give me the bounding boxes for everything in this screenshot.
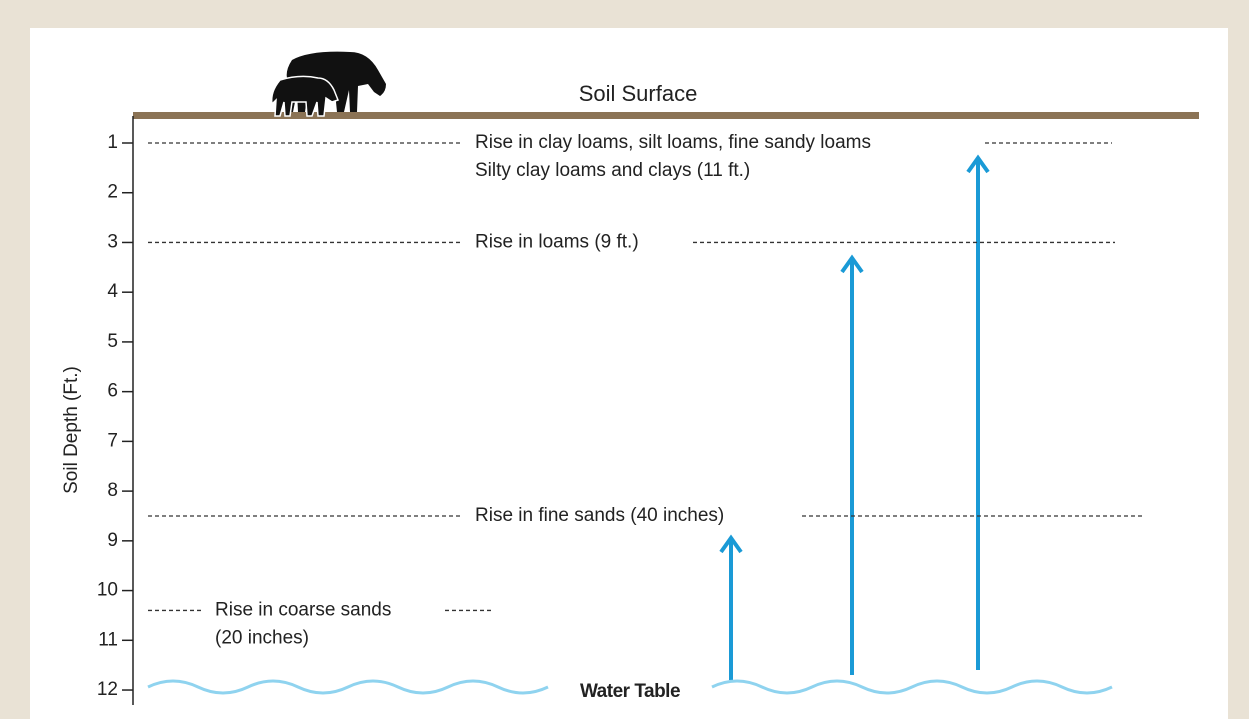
- tick-label: 11: [98, 629, 118, 650]
- tick-label: 3: [107, 231, 118, 252]
- level-label: Rise in clay loams, silt loams, fine san…: [475, 132, 871, 153]
- tick-label: 7: [107, 430, 118, 451]
- surface-label: Soil Surface: [579, 81, 698, 106]
- tick-label: 4: [107, 281, 118, 302]
- arrow-head: [840, 254, 864, 274]
- tick-label: 1: [107, 132, 118, 153]
- cattle: [270, 51, 386, 117]
- water-table-label: Water Table: [580, 681, 680, 702]
- tick-label: 8: [107, 480, 118, 501]
- tick-label: 9: [107, 530, 118, 551]
- level-label: Rise in fine sands (40 inches): [475, 505, 724, 526]
- tick-label: 6: [107, 381, 118, 402]
- water-wave: [711, 679, 1113, 695]
- axis-label: Soil Depth (Ft.): [61, 366, 82, 494]
- soil-surface: [133, 112, 1199, 119]
- level-label: Silty clay loams and clays (11 ft.): [475, 160, 750, 181]
- level-label: (20 inches): [215, 627, 309, 648]
- tick-label: 2: [107, 182, 118, 203]
- arrow-head: [719, 534, 743, 554]
- tick-label: 12: [97, 679, 118, 700]
- level-label: Rise in loams (9 ft.): [475, 231, 639, 252]
- water-wave: [147, 679, 549, 695]
- tick-label: 5: [107, 331, 118, 352]
- arrow-head: [966, 154, 990, 174]
- level-label: Rise in coarse sands: [215, 599, 391, 620]
- tick-label: 10: [97, 580, 118, 601]
